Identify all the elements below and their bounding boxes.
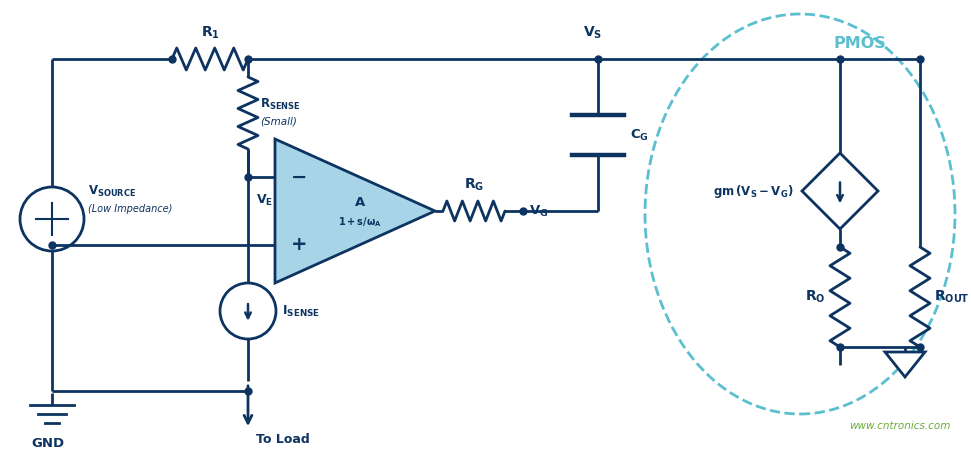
Text: $\mathbf{R_{OUT}}$: $\mathbf{R_{OUT}}$	[934, 289, 970, 305]
Text: $\mathbf{V_E}$: $\mathbf{V_E}$	[256, 193, 273, 208]
Polygon shape	[885, 352, 925, 377]
Text: www.cntronics.com: www.cntronics.com	[849, 421, 950, 431]
Text: $\mathbf{A}$: $\mathbf{A}$	[353, 195, 366, 208]
Text: (Low Impedance): (Low Impedance)	[88, 204, 173, 214]
Text: $\mathbf{R_O}$: $\mathbf{R_O}$	[805, 289, 826, 305]
Text: $\mathbf{V_S}$: $\mathbf{V_S}$	[584, 25, 603, 41]
Text: +: +	[291, 235, 308, 254]
Text: (Small): (Small)	[260, 117, 297, 127]
Polygon shape	[802, 153, 878, 229]
Text: GND: GND	[31, 437, 64, 449]
Text: $\mathbf{R_{SENSE}}$: $\mathbf{R_{SENSE}}$	[260, 97, 300, 112]
Text: $\mathbf{R_G}$: $\mathbf{R_G}$	[464, 176, 485, 193]
Text: $\mathbf{V}_{\mathbf{SOURCE}}$: $\mathbf{V}_{\mathbf{SOURCE}}$	[88, 184, 136, 198]
Text: $\mathbf{I_{SENSE}}$: $\mathbf{I_{SENSE}}$	[282, 304, 319, 318]
Text: $\mathbf{1+s/\omega_A}$: $\mathbf{1+s/\omega_A}$	[338, 215, 382, 229]
Text: $\mathbf{V_G}$: $\mathbf{V_G}$	[529, 203, 549, 219]
Text: To Load: To Load	[256, 433, 310, 446]
Polygon shape	[275, 139, 435, 283]
Text: PMOS: PMOS	[834, 36, 887, 52]
Text: −: −	[291, 167, 308, 187]
Text: $\mathbf{gm\,(V_S - V_G)}$: $\mathbf{gm\,(V_S - V_G)}$	[714, 182, 794, 199]
Text: $\mathbf{R_1}$: $\mathbf{R_1}$	[201, 25, 219, 41]
Text: $\mathbf{C_G}$: $\mathbf{C_G}$	[630, 128, 649, 142]
